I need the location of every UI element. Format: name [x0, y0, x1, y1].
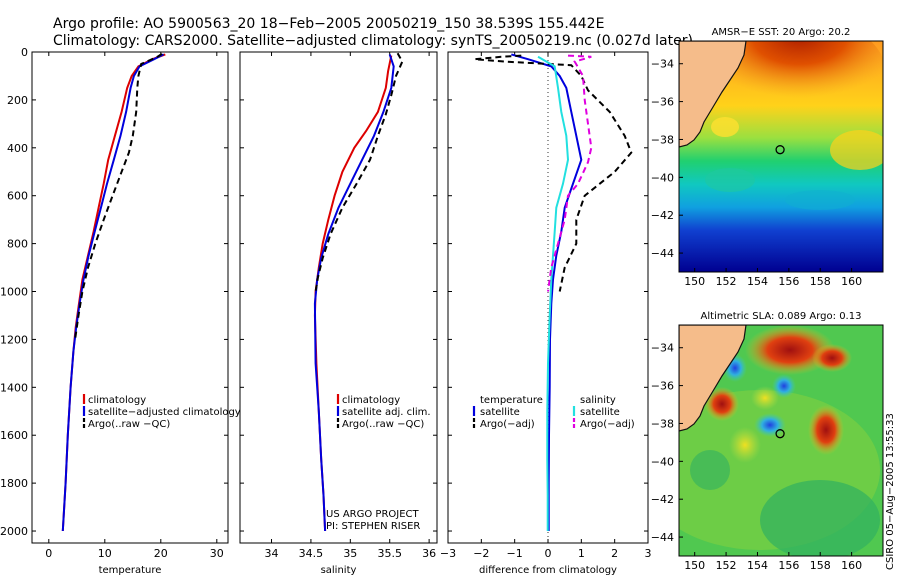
sla-map-field: [679, 325, 883, 556]
x-tick-label: 0: [545, 547, 552, 560]
sst-map-axes: 150 152 154 156 158 160 −34 −36 −38 −40 −42 −44: [651, 58, 862, 288]
x-tick-label: 35: [343, 547, 357, 560]
project-credit: US ARGO PROJECT: [326, 509, 420, 520]
map-x-tick-label: 156: [778, 559, 799, 572]
map-x-tick-label: 152: [716, 559, 737, 572]
x-tick-label: 20: [154, 547, 168, 560]
map-y-tick-label: −34: [651, 58, 674, 71]
map-y-tick-label: −42: [651, 493, 674, 506]
map-x-tick-label: 150: [684, 559, 705, 572]
sst-float-marker: [775, 145, 785, 155]
legend-label: climatology: [88, 395, 146, 406]
map-y-tick-label: −42: [651, 209, 674, 222]
y-tick-label: 1800: [0, 477, 28, 490]
x-tick-label: 34: [265, 547, 279, 560]
map-y-tick-label: −38: [651, 417, 674, 430]
y-tick-label: 800: [7, 238, 28, 251]
x-tick-label: 36: [422, 547, 436, 560]
y-tick-label: 600: [7, 190, 28, 203]
map-x-tick-label: 156: [778, 275, 799, 288]
map-y-tick-label: −36: [651, 380, 674, 393]
y-tick-label: 200: [7, 94, 28, 107]
x-tick-label: −1: [507, 547, 523, 560]
legend-label: satellite adj. clim.: [342, 407, 431, 418]
series-line: [61, 53, 166, 532]
map-x-tick-label: 160: [841, 559, 862, 572]
map-y-tick-label: −40: [651, 455, 674, 468]
y-tick-label: 400: [7, 142, 28, 155]
series-line: [74, 53, 163, 340]
legend-label: satellite: [580, 407, 620, 418]
x-tick-label: 3: [645, 547, 652, 560]
x-tick-label: −3: [440, 547, 456, 560]
pi-credit: PI: STEPHEN RISER: [326, 521, 420, 532]
salinity-panel: 34 34.5 35 35.5 36 salinity climatologysatelli…: [239, 51, 438, 576]
y-tick-label: 2000: [0, 525, 28, 538]
map-x-tick-label: 154: [747, 275, 768, 288]
legend-title: salinity: [580, 395, 616, 406]
sst-map-frame: [678, 40, 884, 273]
temperature-panel: 0 10 20 30 temperature 0 200 400 600 800 1000 1200 1…: [0, 46, 241, 576]
x-tick-label: 10: [98, 547, 112, 560]
x-axis-label: salinity: [321, 565, 357, 576]
series-line: [313, 54, 395, 532]
legend-label: Argo(−adj): [480, 419, 535, 430]
sst-map-title: AMSR−E SST: 20 Argo: 20.2: [712, 27, 851, 38]
panel-frame: [31, 51, 229, 544]
series-line: [313, 55, 393, 532]
legend-label: Argo(..raw −QC): [88, 419, 170, 430]
map-y-tick-label: −44: [651, 531, 674, 544]
land-australia: [679, 325, 747, 432]
series-line: [314, 52, 404, 292]
sla-float-marker: [775, 429, 785, 439]
legend-label: satellite−adjusted climatology: [88, 407, 241, 418]
map-y-tick-label: −34: [651, 342, 674, 355]
map-y-tick-label: −40: [651, 171, 674, 184]
land-australia: [679, 41, 747, 148]
map-x-tick-label: 154: [747, 559, 768, 572]
sla-map-title: Altimetric SLA: 0.089 Argo: 0.13: [701, 311, 862, 322]
y-tick-label: 1600: [0, 429, 28, 442]
header-title-line1: Argo profile: AO 5900563_20 18−Feb−2005 …: [53, 16, 604, 32]
map-x-tick-label: 158: [810, 559, 831, 572]
map-x-tick-label: 160: [841, 275, 862, 288]
header-title-line2: Climatology: CARS2000. Satellite−adjuste…: [53, 33, 693, 49]
map-x-tick-label: 158: [810, 275, 831, 288]
x-axis-label: temperature: [99, 565, 162, 576]
series-line: [61, 53, 165, 532]
legend-label: climatology: [342, 395, 400, 406]
sst-map-field: [679, 41, 883, 272]
y-tick-label: 1200: [0, 333, 28, 346]
series-line: [547, 54, 593, 292]
x-tick-label: 0: [45, 547, 52, 560]
legend-label: Argo(..raw −QC): [342, 419, 424, 430]
x-tick-label: −2: [473, 547, 489, 560]
y-tick-label: 0: [21, 46, 28, 59]
y-tick-label: 1400: [0, 381, 28, 394]
series-line: [474, 54, 633, 292]
sla-map-axes: 150 152 154 156 158 160 −34 −36 −38 −40 −42 −44: [651, 342, 862, 572]
series-line: [511, 53, 583, 531]
x-tick-label: 30: [210, 547, 224, 560]
legend-title: temperature: [480, 395, 543, 406]
legend-label: satellite: [480, 407, 520, 418]
series-line: [537, 55, 570, 531]
map-x-tick-label: 150: [684, 275, 705, 288]
x-tick-label: 2: [611, 547, 618, 560]
x-axis-label: difference from climatology: [479, 565, 617, 576]
map-x-tick-label: 152: [716, 275, 737, 288]
x-tick-label: 1: [578, 547, 585, 560]
csiro-credit: CSIRO 05−Aug−2005 13:55:33: [885, 413, 896, 570]
map-y-tick-label: −36: [651, 96, 674, 109]
sla-map-frame: [678, 324, 884, 557]
x-tick-label: 35.5: [377, 547, 402, 560]
legend-label: Argo(−adj): [580, 419, 635, 430]
panel-frame: [239, 51, 438, 544]
difference-panel: −3 −2 −1 0 1 2 3 difference from climatology tem…: [440, 51, 652, 576]
map-y-tick-label: −44: [651, 247, 674, 260]
map-y-tick-label: −38: [651, 133, 674, 146]
y-tick-label: 1000: [0, 286, 28, 299]
x-tick-label: 34.5: [299, 547, 324, 560]
